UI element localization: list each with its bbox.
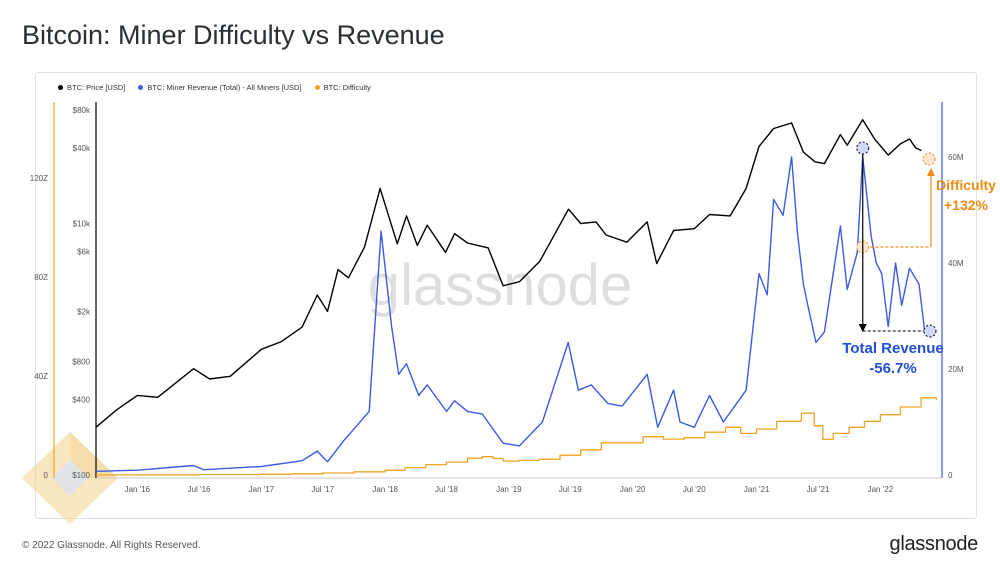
annotation-difficulty-change: +132% [944, 197, 989, 213]
copyright-text: © 2022 Glassnode. All Rights Reserved. [22, 540, 201, 551]
revenue-arrowhead [858, 324, 867, 332]
y-tick-price: $40k [73, 144, 91, 153]
diamond-facet [70, 432, 118, 478]
diamond-inner [52, 460, 88, 496]
x-tick: Jan '20 [620, 485, 646, 494]
x-tick: Jan '19 [496, 485, 522, 494]
chart-card [35, 72, 977, 519]
x-tick: Jan '17 [249, 485, 275, 494]
legend-dot-revenue [138, 85, 144, 90]
y-tick-difficulty: 0 [44, 471, 49, 480]
legend-label-revenue: BTC: Miner Revenue (Total) - All Miners … [147, 83, 302, 92]
revenue-start-circle [856, 141, 870, 155]
y-tick-price: $2k [77, 307, 91, 316]
series-line-price [95, 119, 922, 428]
page-title: Bitcoin: Miner Difficulty vs Revenue [22, 20, 445, 50]
x-tick: Jul '21 [807, 485, 830, 494]
annotation-revenue-change: -56.7% [869, 360, 917, 377]
glassnode-logo: glassnode [889, 533, 979, 555]
x-tick: Jan '18 [372, 485, 398, 494]
y-tick-price: $80k [73, 106, 91, 115]
series-line-difficulty [96, 397, 937, 476]
y-tick-price: $400 [72, 395, 90, 404]
y-tick-revenue: 40M [948, 259, 964, 268]
series-line-revenue [95, 156, 933, 472]
legend-item-difficulty[interactable]: BTC: Difficulty [314, 83, 371, 92]
y-tick-price: $6k [77, 247, 91, 256]
y-tick-price: $10k [73, 220, 91, 229]
annotation-difficulty-label: Difficulty [936, 177, 996, 193]
difficulty-end-circle [922, 152, 936, 166]
legend-dot-difficulty [314, 85, 320, 90]
decorative-diamond [22, 432, 118, 524]
legend-item-revenue[interactable]: BTC: Miner Revenue (Total) - All Miners … [138, 83, 302, 92]
difficulty-arrowhead [927, 168, 935, 176]
x-tick: Jul '18 [435, 485, 458, 494]
x-tick: Jul '16 [188, 485, 211, 494]
y-tick-difficulty: 40Z [34, 372, 48, 381]
watermark-text: glassnode [368, 253, 632, 318]
revenue-end-circle [923, 324, 937, 338]
x-tick: Jan '21 [744, 485, 770, 494]
y-tick-price: $100 [72, 471, 90, 480]
y-tick-revenue: 0 [948, 471, 953, 480]
x-tick: Jul '19 [559, 485, 582, 494]
y-tick-revenue: 20M [948, 365, 964, 374]
y-tick-difficulty: 80Z [34, 273, 48, 282]
legend-label-difficulty: BTC: Difficulty [323, 83, 371, 92]
legend-item-price[interactable]: BTC: Price [USD] [58, 83, 125, 92]
chart-legend: BTC: Price [USD] BTC: Miner Revenue (Tot… [58, 83, 371, 92]
legend-label-price: BTC: Price [USD] [67, 83, 126, 92]
x-tick: Jul '20 [683, 485, 706, 494]
x-tick: Jan '22 [868, 485, 894, 494]
y-tick-revenue: 60M [948, 153, 964, 162]
annotation-revenue-label: Total Revenue [842, 340, 943, 357]
legend-dot-price [58, 85, 63, 90]
y-tick-difficulty: 120Z [30, 174, 48, 183]
x-tick: Jul '17 [311, 485, 334, 494]
x-tick: Jan '16 [125, 485, 151, 494]
y-tick-price: $800 [72, 357, 90, 366]
